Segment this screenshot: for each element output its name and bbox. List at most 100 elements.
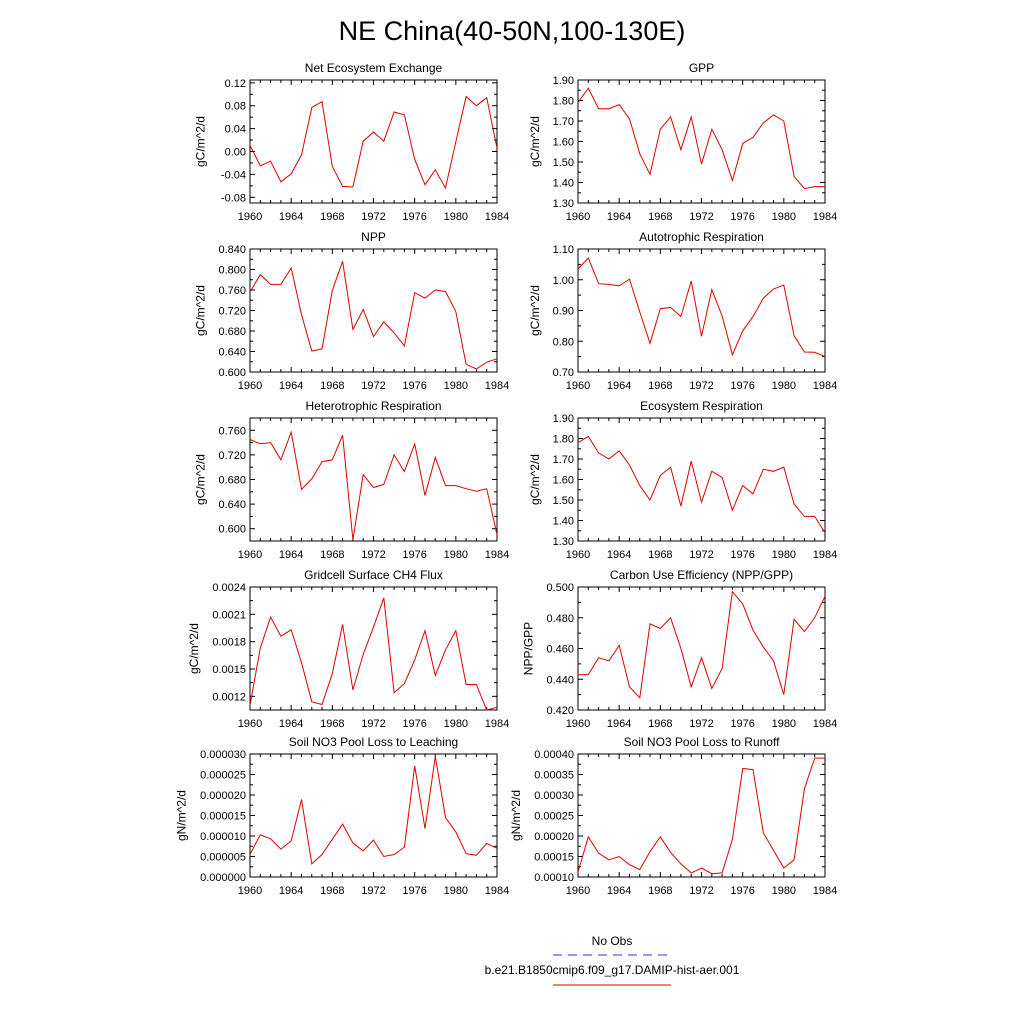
y-tick-label: 0.00030 [534,790,574,802]
y-tick-label: 0.00015 [534,852,574,864]
x-tick-label: 1964 [607,549,631,561]
y-axis-title: gC/m^2/d [194,116,208,167]
x-tick-label: 1976 [402,718,426,730]
y-tick-label: 0.800 [218,265,246,277]
x-tick-label: 1972 [361,718,385,730]
panel-autotrophic-respiration: Autotrophic Respiration 1960 1964 1968 1972 1… [528,230,837,392]
x-tick-label: 1980 [772,211,796,223]
x-tick-label: 1972 [689,549,713,561]
y-tick-label: 0.70 [553,367,574,379]
y-tick-label: 0.12 [225,78,246,90]
y-tick-label: 1.90 [553,413,574,425]
panel-title: NPP [361,230,386,244]
y-tick-label: 0.760 [218,425,246,437]
y-tick-label: 1.70 [553,454,574,466]
y-tick-label: 1.50 [553,495,574,507]
x-tick-label: 1960 [566,718,590,730]
plot-frame [249,753,498,878]
y-tick-label: 0.00025 [534,811,574,823]
x-tick-label: 1964 [279,380,303,392]
x-tick-label: 1964 [607,211,631,223]
x-tick-label: 1984 [813,380,837,392]
x-tick-label: 1968 [320,718,344,730]
panel-gridcell-surface-ch4-flux: Gridcell Surface CH4 Flux 1960 1964 1968 197… [187,568,509,730]
x-tick-label: 1972 [689,211,713,223]
y-tick-label: -0.08 [221,192,246,204]
y-tick-label: 0.640 [218,347,246,359]
x-tick-label: 1960 [238,885,262,897]
y-tick-label: 0.00020 [534,831,574,843]
y-tick-label: 0.00 [225,147,246,159]
series-line [249,597,498,711]
y-tick-label: 0.460 [546,644,574,656]
y-tick-label: 0.000030 [200,749,246,761]
series-line [577,87,825,190]
x-tick-label: 1984 [485,885,509,897]
x-tick-label: 1980 [772,885,796,897]
x-tick-label: 1960 [238,211,262,223]
x-tick-label: 1964 [607,380,631,392]
x-tick-label: 1968 [320,211,344,223]
y-axis-title: gN/m^2/d [175,790,189,841]
panel-title: Net Ecosystem Exchange [305,61,443,75]
y-tick-label: 0.600 [218,367,246,379]
x-tick-label: 1976 [730,885,754,897]
x-tick-label: 1968 [648,380,672,392]
panel-soil-no3-pool-loss-to-leaching: Soil NO3 Pool Loss to Leaching 1960 1964 19… [175,735,510,897]
x-tick-label: 1960 [566,380,590,392]
series-line [249,261,498,370]
y-tick-label: 1.80 [553,96,574,108]
y-tick-label: 0.90 [553,306,574,318]
y-axis-title: gC/m^2/d [194,454,208,505]
y-tick-label: 0.00035 [534,770,574,782]
y-tick-label: 0.680 [218,475,246,487]
y-tick-label: 0.440 [546,674,574,686]
x-tick-label: 1964 [607,718,631,730]
y-tick-label: 0.840 [218,244,246,256]
y-tick-label: 1.30 [553,536,574,548]
x-tick-label: 1964 [279,549,303,561]
series-line [577,757,825,875]
panel-title: Soil NO3 Pool Loss to Leaching [289,735,458,749]
panels-grid: Net Ecosystem Exchange 1960 1964 1968 1972 19… [175,61,838,897]
y-tick-label: 0.720 [218,450,246,462]
plot-frame [577,753,826,878]
x-tick-label: 1972 [361,885,385,897]
panel-title: GPP [689,61,714,75]
panel-carbon-use-efficiency-npp-gpp: Carbon Use Efficiency (NPP/GPP) 1960 1964 1… [522,568,838,730]
y-tick-label: 0.000010 [200,831,246,843]
x-tick-label: 1964 [279,718,303,730]
x-tick-label: 1968 [648,885,672,897]
x-tick-label: 1984 [813,718,837,730]
y-tick-label: 0.0012 [212,691,246,703]
x-tick-label: 1972 [689,718,713,730]
x-tick-label: 1984 [813,885,837,897]
x-tick-label: 1980 [772,718,796,730]
panel-net-ecosystem-exchange: Net Ecosystem Exchange 1960 1964 1968 1972 19… [194,61,510,223]
x-tick-label: 1960 [566,549,590,561]
x-tick-label: 1972 [689,380,713,392]
y-tick-label: 0.720 [218,306,246,318]
y-tick-label: 0.000015 [200,811,246,823]
y-tick-label: 0.640 [218,499,246,511]
y-tick-label: 0.0024 [212,582,246,594]
y-tick-label: 0.000000 [200,872,246,884]
panel-gpp: GPP 1960 1964 1968 1972 1976 1980 1984 1.30 1.40 1… [528,61,837,223]
legend-label-no-obs: No Obs [592,934,633,948]
x-tick-label: 1976 [730,380,754,392]
y-tick-label: 0.500 [546,582,574,594]
series-line [249,430,498,540]
y-axis-title: gC/m^2/d [194,285,208,336]
panel-npp: NPP 1960 1964 1968 1972 1976 1980 1984 0.600 0.64… [194,230,510,392]
x-tick-label: 1976 [730,549,754,561]
x-tick-label: 1976 [402,380,426,392]
x-tick-label: 1980 [444,380,468,392]
x-tick-label: 1980 [444,718,468,730]
x-tick-label: 1968 [648,211,672,223]
x-tick-label: 1984 [485,549,509,561]
x-tick-label: 1984 [813,211,837,223]
x-tick-label: 1972 [361,211,385,223]
panel-title: Carbon Use Efficiency (NPP/GPP) [610,568,793,582]
x-tick-label: 1976 [402,885,426,897]
